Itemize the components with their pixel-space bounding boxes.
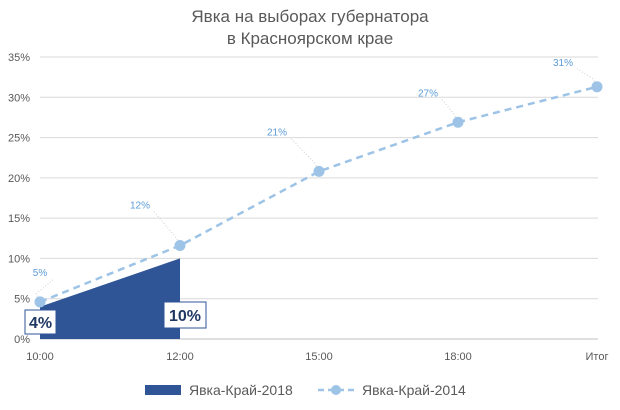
legend-item-2018: Явка-Край-2018 <box>145 382 293 398</box>
x-tick-label: 12:00 <box>166 351 194 363</box>
legend-swatch-dashed-line <box>318 384 354 396</box>
data-label-leader <box>441 98 459 123</box>
marker-2014 <box>313 165 325 177</box>
legend-label-2018: Явка-Край-2018 <box>189 382 293 398</box>
y-tick-label: 15% <box>8 213 30 225</box>
marker-2014 <box>452 116 464 128</box>
data-label-leader <box>35 278 55 303</box>
data-label-2014: 12% <box>130 201 150 212</box>
area-series-2018 <box>40 258 180 339</box>
chart-title-line-1: Явка на выборах губернатора <box>191 7 429 26</box>
marker-2014 <box>34 296 46 308</box>
y-tick-label: 20% <box>8 173 30 185</box>
data-label-2014: 31% <box>553 58 573 69</box>
data-label-leader <box>290 138 320 172</box>
x-tick-label: 15:00 <box>305 351 333 363</box>
x-tick-label: Итог <box>586 351 609 363</box>
marker-2014 <box>591 81 603 93</box>
data-label-box-2018 <box>163 301 207 329</box>
data-label-2014: 27% <box>418 88 438 99</box>
legend-swatch-area <box>145 385 181 395</box>
chart-legend: Явка-Край-2018 Явка-Край-2014 <box>0 382 620 402</box>
legend-item-2014: Явка-Край-2014 <box>318 382 466 398</box>
chart-plot: 0%5%10%15%20%25%30%35%10:00 12:00 15:00 18:… <box>8 52 609 363</box>
x-tick-label: 10:00 <box>26 351 54 363</box>
legend-label-2014: Явка-Край-2014 <box>362 382 466 398</box>
y-tick-label: 5% <box>14 294 30 306</box>
x-tick-label: 18:00 <box>444 351 472 363</box>
y-tick-label: 35% <box>8 52 30 64</box>
y-tick-label: 25% <box>8 133 30 145</box>
y-tick-label: 30% <box>8 92 30 104</box>
y-tick-label: 10% <box>8 253 30 265</box>
data-label-leader <box>153 211 181 246</box>
chart-title: Явка на выборах губернатора в Красноярск… <box>0 6 620 50</box>
data-label-box-2018 <box>24 309 57 335</box>
y-tick-label: 0% <box>14 334 30 346</box>
data-label-2018: 4% <box>29 315 52 332</box>
marker-2014 <box>174 240 186 252</box>
data-label-2018: 10% <box>169 308 201 325</box>
chart-title-line-2: в Красноярском крае <box>226 29 394 48</box>
line-series-2014 <box>39 85 598 304</box>
data-label-2014: 5% <box>33 268 48 279</box>
data-label-leader <box>576 68 598 88</box>
data-label-2014: 21% <box>267 127 287 138</box>
